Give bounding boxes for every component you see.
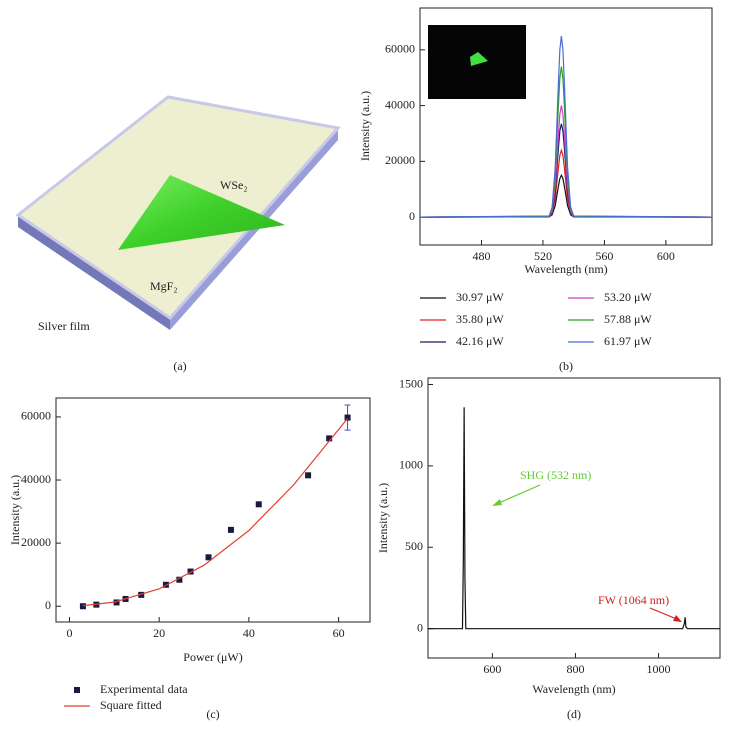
arrow (493, 484, 541, 506)
data-point (227, 526, 234, 533)
data-point (205, 554, 212, 561)
slab-left (18, 215, 170, 330)
y-tick-label: 500 (405, 539, 423, 553)
y-tick-label: 1000 (399, 458, 423, 472)
x-tick-label: 20 (153, 626, 165, 640)
legend-swatch (74, 687, 80, 693)
wse2-flake (118, 175, 285, 250)
plot-frame (55, 397, 371, 623)
y-axis-label: Intensity (a.u.) (376, 483, 390, 553)
y-tick-label: 0 (417, 620, 423, 634)
data-point (187, 568, 194, 575)
data-point (79, 603, 86, 610)
annotation: FW (1064 nm) (598, 593, 669, 607)
y-tick-label: 60000 (385, 42, 415, 56)
y-tick-label: 20000 (21, 535, 51, 549)
legend-label: 35.80 μW (456, 312, 504, 326)
data-point (138, 591, 145, 598)
caption: (c) (206, 707, 219, 721)
legend-label: Square fitted (100, 698, 162, 712)
x-tick-label: 600 (657, 249, 675, 263)
legend-label: Experimental data (100, 682, 188, 696)
x-tick-label: 800 (566, 662, 584, 676)
series-line (419, 105, 713, 218)
data-point (344, 414, 351, 421)
data-point (113, 599, 120, 606)
y-tick-label: 0 (45, 598, 51, 612)
inset-spot (470, 52, 488, 66)
plot-frame (419, 7, 713, 246)
legend-label: 53.20 μW (604, 290, 652, 304)
y-tick-label: 1500 (399, 376, 423, 390)
x-axis-label: Power (μW) (183, 650, 242, 664)
arrow-head (492, 499, 502, 506)
data-point (305, 472, 312, 479)
legend-label: 42.16 μW (456, 334, 504, 348)
x-tick-label: 40 (243, 626, 255, 640)
inset (428, 25, 526, 99)
plot-frame (427, 377, 721, 659)
series-line (419, 35, 713, 218)
label: MgF₂ (150, 279, 178, 293)
y-axis-label: Intensity (a.u.) (358, 91, 372, 161)
y-tick-label: 40000 (21, 472, 51, 486)
x-tick-label: 1000 (647, 662, 671, 676)
caption: (a) (173, 359, 186, 373)
data-point (255, 501, 262, 508)
series-line (82, 418, 349, 607)
panel-a: WSe₂ MgF₂ Silver film (a) (15, 95, 341, 373)
x-tick-label: 600 (483, 662, 501, 676)
series-line (428, 407, 720, 630)
annotation: SHG (532 nm) (520, 468, 591, 482)
caption: (b) (559, 359, 573, 373)
legend-label: 57.88 μW (604, 312, 652, 326)
label: WSe₂ (220, 178, 248, 192)
x-tick-label: 480 (472, 249, 490, 263)
y-axis-label: Intensity (a.u.) (8, 475, 22, 545)
x-tick-label: 0 (66, 626, 72, 640)
label: Silver film (38, 319, 90, 333)
arrow (649, 607, 680, 621)
y-tick-label: 20000 (385, 153, 415, 167)
x-axis-label: Wavelength (nm) (532, 682, 615, 696)
arrow-head (673, 615, 682, 622)
y-tick-label: 40000 (385, 97, 415, 111)
caption: (d) (567, 707, 581, 721)
x-tick-label: 60 (333, 626, 345, 640)
data-point (176, 576, 183, 583)
legend-label: 30.97 μW (456, 290, 504, 304)
x-axis-label: Wavelength (nm) (524, 262, 607, 276)
y-tick-label: 0 (409, 209, 415, 223)
y-tick-label: 60000 (21, 409, 51, 423)
series-line (419, 173, 713, 218)
x-tick-label: 520 (534, 249, 552, 263)
series-line (419, 148, 713, 218)
data-point (326, 435, 333, 442)
legend-label: 61.97 μW (604, 334, 652, 348)
x-tick-label: 560 (595, 249, 613, 263)
